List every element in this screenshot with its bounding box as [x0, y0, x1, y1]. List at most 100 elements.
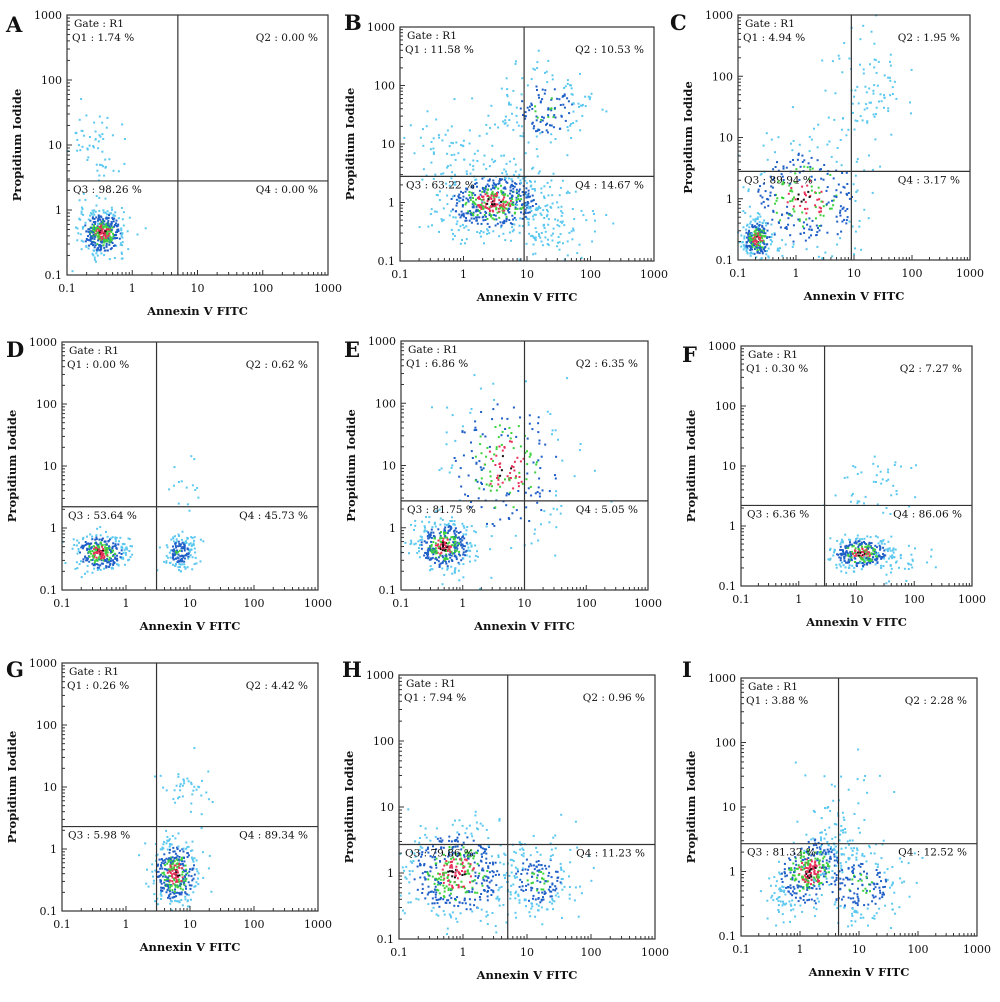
event-dot — [103, 549, 106, 552]
event-dot — [100, 538, 103, 541]
event-dot — [186, 900, 189, 903]
event-dot — [546, 209, 548, 211]
event-dot — [453, 194, 456, 197]
event-dot — [476, 827, 478, 830]
event-dot — [193, 563, 196, 566]
event-dot — [89, 231, 91, 234]
event-dot — [857, 548, 860, 550]
event-dot — [839, 209, 842, 212]
y-tick-label: 100 — [374, 80, 395, 93]
event-dot — [427, 878, 430, 881]
event-dot — [554, 554, 557, 557]
event-dot — [192, 860, 195, 863]
event-dot — [429, 148, 432, 151]
event-dot — [425, 849, 428, 852]
y-tick-label: 100 — [715, 400, 736, 413]
event-dot — [447, 524, 450, 527]
event-dot — [454, 183, 457, 186]
event-dot — [746, 252, 749, 255]
event-dot — [123, 162, 126, 165]
event-dot — [478, 189, 481, 192]
event-dot — [841, 207, 844, 210]
event-dot — [479, 844, 482, 847]
event-dot — [511, 223, 514, 226]
event-dot — [448, 835, 451, 838]
event-dot — [550, 133, 553, 136]
event-dot — [449, 866, 452, 869]
event-dot — [521, 482, 524, 485]
event-dot — [457, 561, 460, 564]
event-dot — [447, 855, 450, 858]
event-dot — [167, 876, 170, 879]
event-dot — [101, 228, 104, 231]
event-dot — [494, 204, 497, 207]
event-dot — [848, 57, 851, 60]
event-dot — [854, 247, 856, 250]
event-dot — [450, 154, 453, 156]
event-dot — [119, 243, 122, 246]
event-dot — [124, 563, 126, 566]
event-dot — [527, 189, 530, 192]
event-dot — [488, 179, 491, 182]
event-dot — [475, 216, 478, 219]
event-dot — [808, 135, 811, 138]
event-dot — [174, 544, 177, 547]
event-dot — [501, 455, 504, 458]
event-dot — [860, 545, 863, 548]
event-dot — [451, 870, 453, 873]
event-dot — [556, 508, 559, 511]
event-dot — [469, 172, 472, 175]
event-dot — [444, 536, 447, 539]
event-dot — [820, 190, 823, 193]
event-dot — [185, 877, 188, 880]
event-dot — [874, 138, 877, 141]
event-dot — [88, 546, 91, 549]
x-tick-label: 100 — [244, 597, 265, 610]
event-dot — [106, 213, 108, 216]
event-dot — [101, 537, 104, 540]
event-dot — [156, 853, 159, 856]
event-dot — [112, 245, 115, 247]
event-dot — [551, 202, 554, 205]
event-dot — [105, 238, 108, 241]
event-dot — [124, 551, 127, 554]
panel-letter: B — [344, 10, 362, 35]
event-dot — [559, 220, 562, 223]
event-dot — [758, 230, 760, 233]
event-dot — [480, 222, 483, 225]
event-dot — [418, 550, 420, 553]
event-dot — [116, 231, 119, 233]
event-dot — [461, 239, 463, 241]
event-dot — [103, 220, 106, 223]
event-dot — [755, 226, 758, 229]
event-dot — [448, 145, 451, 148]
event-dot — [110, 238, 113, 241]
event-dot — [446, 568, 449, 571]
event-dot — [120, 251, 123, 254]
event-dot — [105, 223, 108, 226]
event-dot — [784, 227, 787, 229]
event-dot — [572, 122, 575, 124]
event-dot — [908, 563, 910, 566]
event-dot — [556, 201, 559, 204]
event-dot — [445, 544, 447, 547]
event-dot — [190, 849, 192, 852]
event-dot — [199, 560, 202, 563]
event-dot — [470, 441, 472, 444]
event-dot — [565, 192, 568, 195]
event-dot — [541, 119, 544, 122]
event-dot — [519, 134, 522, 137]
event-dot — [88, 548, 91, 551]
event-dot — [566, 79, 569, 82]
event-dot — [97, 549, 100, 552]
event-dot — [521, 225, 524, 228]
event-dot — [173, 484, 175, 487]
event-dot — [441, 554, 444, 557]
event-dot — [431, 224, 433, 227]
event-dot — [114, 540, 117, 543]
event-dot — [879, 546, 882, 549]
event-dot — [104, 543, 107, 546]
event-dot — [176, 880, 179, 883]
event-dot — [534, 492, 537, 495]
event-dot — [842, 551, 845, 554]
